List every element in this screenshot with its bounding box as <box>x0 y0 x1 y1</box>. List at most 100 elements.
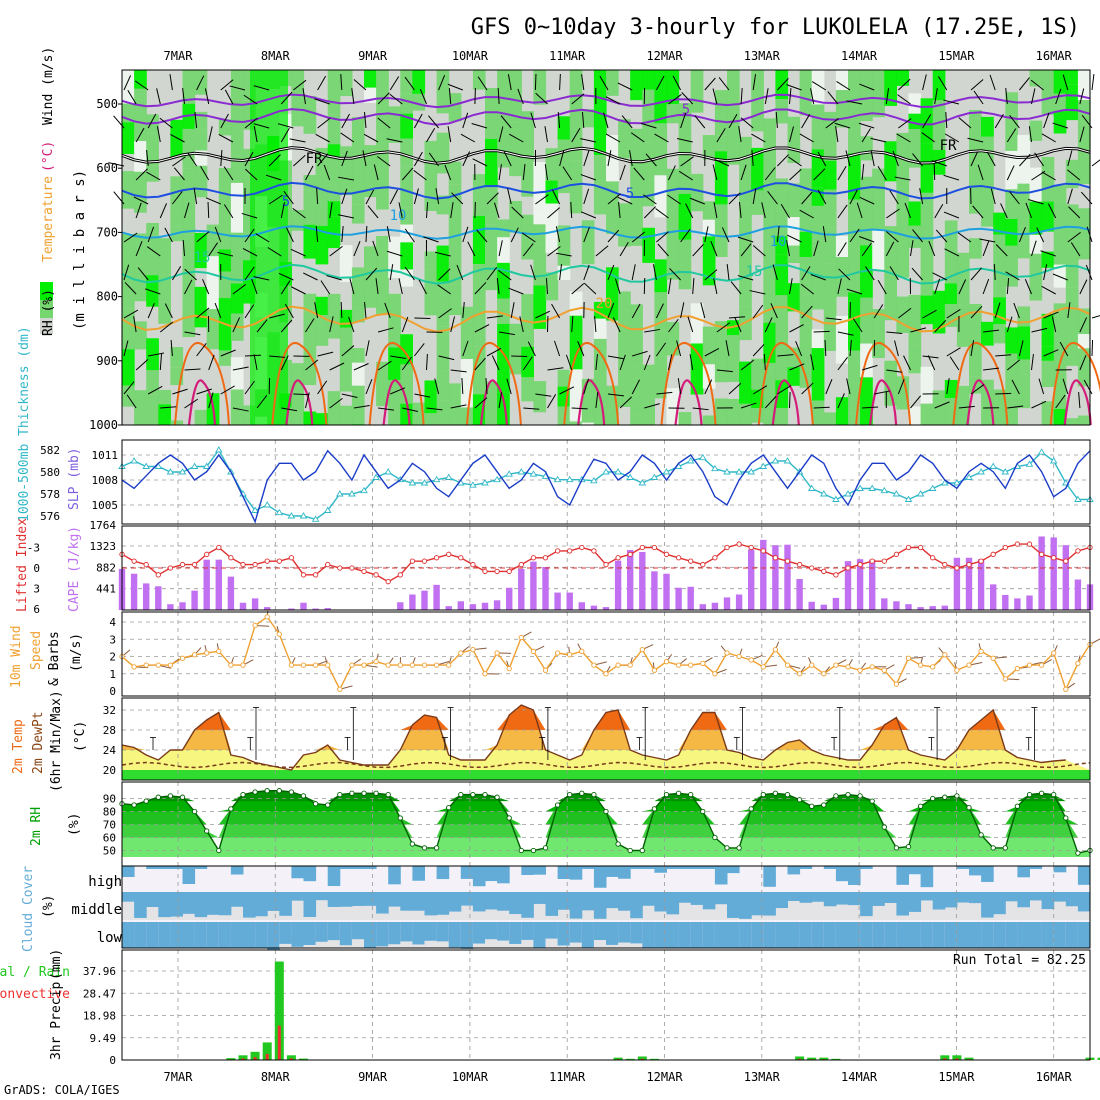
rh-patch <box>775 408 789 425</box>
lifted-index-line-point <box>651 544 658 551</box>
rh-patch <box>787 116 801 163</box>
rh-patch <box>303 366 317 386</box>
rh-patch <box>400 93 413 114</box>
wind-barb <box>859 236 875 243</box>
rh-patch <box>714 135 728 152</box>
pressure-tick: 700 <box>96 225 118 239</box>
wind10m-speed-line-point <box>385 662 391 668</box>
wind-barb <box>672 75 682 91</box>
wind-barb <box>244 380 255 395</box>
wind-barb <box>353 405 370 409</box>
wind-barb <box>725 340 730 357</box>
cloud-low-bar <box>932 922 946 948</box>
rh-patch <box>206 256 220 310</box>
rh-patch <box>134 233 147 266</box>
wind-barb <box>555 226 561 243</box>
cloud-middle-bar <box>702 892 716 910</box>
wind-barb <box>553 340 561 357</box>
wind-barb <box>813 406 830 409</box>
cloud-middle-bar <box>170 892 183 917</box>
cloud-low-bar <box>182 922 196 948</box>
lifted-index-line-point <box>893 551 900 557</box>
rh-patch <box>1053 111 1067 134</box>
wind10m-speed-line-point <box>845 664 851 670</box>
cloud-low-bar <box>630 922 643 944</box>
cloud-middle-bar <box>1029 892 1043 901</box>
wind-barb <box>511 206 524 219</box>
wind10m-speed-line-point <box>567 652 573 658</box>
rh-patch <box>400 166 413 208</box>
rh-patch <box>775 254 789 296</box>
rh-patch <box>388 293 401 348</box>
wind-barb <box>617 196 633 205</box>
cloud-high-bar <box>581 866 595 869</box>
thickness-line-point <box>481 479 489 486</box>
rh-patch <box>593 183 607 215</box>
rh-patch <box>315 180 329 226</box>
wind-barb <box>1079 355 1087 371</box>
cloud-high-bar <box>1053 866 1067 873</box>
cloud-high-bar <box>122 866 135 878</box>
wind-barb <box>460 133 476 143</box>
date-tick-bottom: 16MAR <box>1036 1070 1073 1084</box>
date-tick-top: 9MAR <box>358 49 388 63</box>
cloud-middle-bar <box>400 892 413 911</box>
wind-axis-label: Wind (m/s) <box>41 47 56 125</box>
rh-patch <box>146 165 159 182</box>
rh-patch <box>521 377 534 402</box>
lifted-index-line-point <box>821 568 827 575</box>
wind10m-speed-line-point <box>409 662 416 668</box>
rh-patch <box>436 70 450 114</box>
thickness-line-point <box>626 473 634 480</box>
cloud-high-bar <box>412 866 425 881</box>
rh-patch <box>642 160 655 180</box>
wind-barb <box>603 112 609 129</box>
lifted-index-line-point <box>1014 541 1021 547</box>
wind-barb <box>419 89 427 105</box>
rh-patch <box>944 283 958 304</box>
wind-barb <box>1036 227 1045 243</box>
wind-barb <box>471 123 488 129</box>
wind-barb <box>220 113 229 129</box>
wind-barb <box>607 393 624 397</box>
cloud-middle-bar <box>727 892 740 918</box>
wind-barb <box>989 74 996 91</box>
wind-barb <box>519 316 524 333</box>
wind-barb <box>474 357 486 371</box>
wind-barb <box>655 303 664 319</box>
wind-barb <box>716 369 733 373</box>
wind10m-speed-line-point <box>1002 676 1008 682</box>
cape-bar <box>687 586 694 610</box>
wind-barb <box>498 126 504 143</box>
wind-barb <box>207 201 210 219</box>
wind-barb <box>861 242 872 257</box>
cloud-low-bar <box>243 922 256 948</box>
precip-total-bar <box>274 961 284 1060</box>
date-tick-bottom: 7MAR <box>164 1070 194 1084</box>
rh-patch <box>618 203 631 247</box>
wind-barb <box>547 207 561 219</box>
rh-patch <box>884 141 897 182</box>
lifted-index-line-point <box>942 561 948 568</box>
rh-patch <box>351 385 365 425</box>
wind-barb <box>865 266 875 281</box>
cloud-middle-bar <box>424 892 438 916</box>
rh-patch <box>823 227 837 264</box>
wind-barb <box>912 153 923 167</box>
wind-barb <box>289 138 306 143</box>
cape-bar <box>203 559 210 610</box>
chart-title: GFS 0~10day 3-hourly for LUKOLELA (17.25… <box>471 15 1080 40</box>
wind-barb <box>846 378 851 395</box>
cloud-middle-bar <box>545 892 559 916</box>
rh-patch <box>376 287 389 315</box>
cape-bar <box>300 602 307 610</box>
wind-barb <box>995 392 1012 395</box>
wind-barb <box>214 226 222 243</box>
wind-barb <box>205 197 221 205</box>
cloud-middle-bar <box>799 892 813 903</box>
wind-barb <box>305 165 314 181</box>
cloud-middle-bar <box>255 892 268 917</box>
precip-unit-label: (mm) <box>49 949 64 980</box>
rh2m-line-point <box>615 841 621 847</box>
date-tick-top: 15MAR <box>938 49 975 63</box>
